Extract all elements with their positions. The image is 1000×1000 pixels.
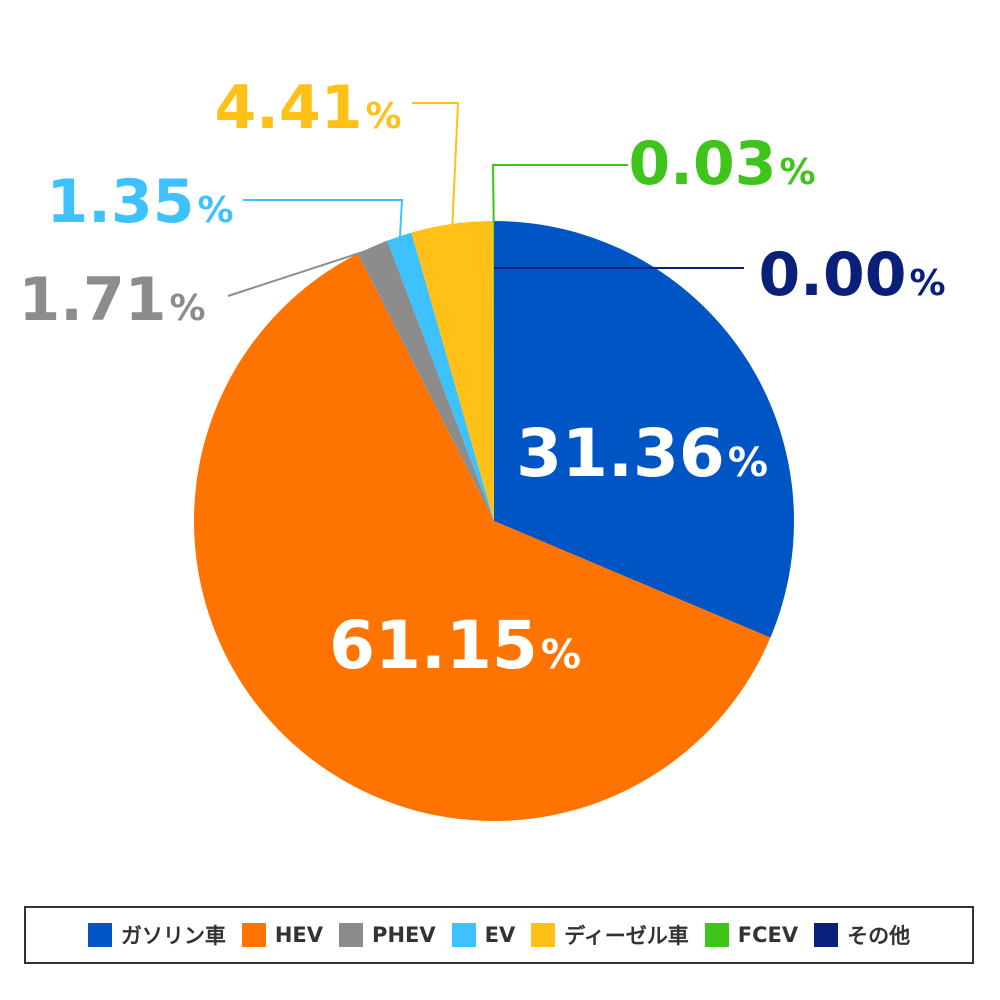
legend-label-fcev: FCEV	[737, 923, 799, 947]
pie-slice-fcev	[493, 221, 494, 521]
leader-line-ev	[243, 199, 404, 239]
pie-slice-gasoline	[494, 221, 794, 638]
legend-label-ev: EV	[484, 923, 516, 947]
legend-swatch-diesel	[531, 923, 556, 947]
legend-swatch-ev	[451, 923, 476, 947]
legend-swatch-hev	[241, 923, 266, 947]
data-label-other: 0.00%	[758, 240, 945, 310]
legend-item-fcev: FCEV	[704, 923, 799, 947]
legend-item-other: その他	[814, 920, 910, 950]
legend-label-hev: HEV	[274, 923, 324, 947]
legend-label-other: その他	[847, 924, 911, 948]
legend: ガソリン車 HEV PHEV EV ディーゼル車 FCEV その他	[24, 906, 974, 964]
legend-swatch-phev	[339, 923, 364, 947]
legend-item-gasoline: ガソリン車	[87, 920, 226, 950]
leader-line-phev	[227, 247, 374, 297]
legend-item-phev: PHEV	[339, 923, 436, 947]
pie-slice-hev	[193, 253, 771, 821]
legend-swatch-other	[814, 923, 839, 947]
data-label-ev: 1.35%	[46, 167, 233, 237]
data-label-fcev: 0.03%	[628, 129, 815, 199]
pie-slice-diesel	[411, 221, 494, 521]
leader-line-fcev	[491, 164, 628, 224]
pie-slice-ev	[387, 232, 494, 521]
legend-item-hev: HEV	[241, 923, 324, 947]
pie-slice-phev	[357, 240, 494, 521]
data-label-phev: 1.71%	[18, 265, 205, 335]
legend-swatch-gasoline	[87, 923, 112, 947]
leader-line-diesel	[412, 102, 460, 226]
legend-item-ev: EV	[451, 923, 516, 947]
data-label-diesel: 4.41%	[214, 73, 401, 143]
legend-label-phev: PHEV	[372, 923, 436, 947]
legend-swatch-fcev	[704, 923, 729, 947]
legend-item-diesel: ディーゼル車	[531, 920, 689, 950]
legend-label-gasoline: ガソリン車	[120, 924, 226, 948]
legend-label-diesel: ディーゼル車	[564, 924, 689, 948]
